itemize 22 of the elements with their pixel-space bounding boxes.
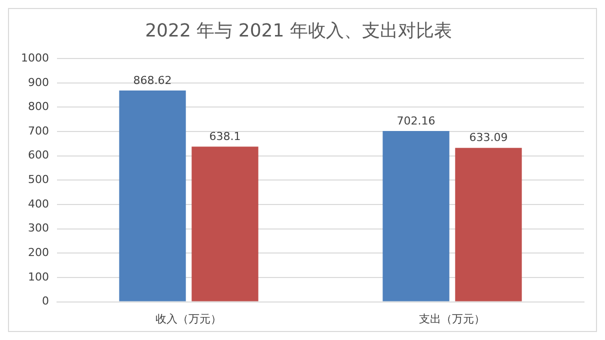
y-tick-label: 600 <box>28 148 49 162</box>
x-tick-label: 支出（万元） <box>419 312 486 326</box>
y-tick-label: 200 <box>28 246 49 260</box>
y-tick-label: 400 <box>28 197 49 210</box>
y-tick-label: 0 <box>42 294 49 308</box>
chart-title: 2022 年与 2021 年收入、支出对比表 <box>145 20 452 42</box>
y-tick-label: 1000 <box>20 51 49 64</box>
data-label: 868.62 <box>133 74 172 87</box>
y-tick-label: 900 <box>28 76 49 89</box>
y-tick-label: 300 <box>28 222 49 235</box>
data-label: 638.1 <box>209 130 241 143</box>
bar <box>455 148 522 302</box>
data-label: 633.09 <box>469 131 508 144</box>
y-tick-label: 700 <box>28 124 49 138</box>
data-label: 702.16 <box>396 114 436 128</box>
bar <box>382 131 450 302</box>
y-tick-label: 800 <box>28 100 49 114</box>
y-tick-label: 500 <box>28 173 49 186</box>
bar <box>119 90 186 302</box>
x-tick-label: 收入（万元） <box>156 312 222 326</box>
y-tick-label: 100 <box>28 270 49 284</box>
bar <box>192 146 258 302</box>
